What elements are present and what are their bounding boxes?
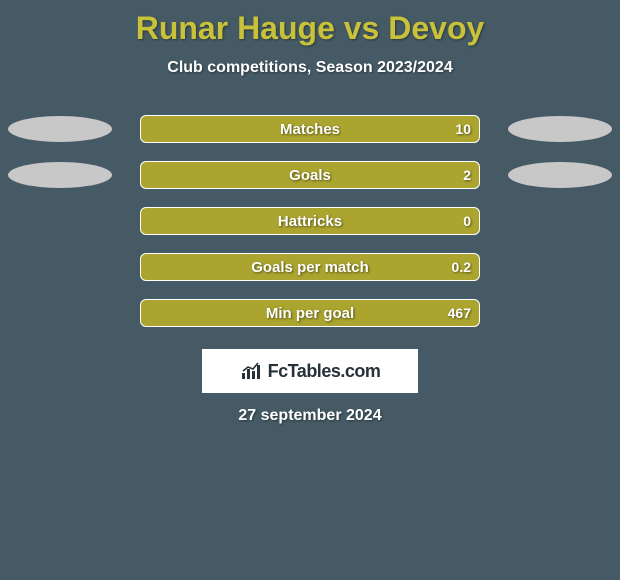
stat-right-value: 10 bbox=[455, 121, 471, 137]
stat-label: Min per goal bbox=[266, 305, 354, 322]
stat-bar: Min per goal 467 bbox=[140, 299, 480, 327]
stat-bar: Goals per match 0.2 bbox=[140, 253, 480, 281]
stat-right-value: 0.2 bbox=[452, 259, 471, 275]
subtitle: Club competitions, Season 2023/2024 bbox=[167, 59, 452, 77]
player-right-marker bbox=[508, 116, 612, 142]
stat-right-value: 2 bbox=[463, 167, 471, 183]
stat-bar-wrap: Min per goal 467 bbox=[140, 299, 480, 327]
player-left-marker bbox=[8, 162, 112, 188]
stats-list: Matches 10 Goals 2 Hattricks 0 Goals per match… bbox=[0, 115, 620, 327]
date-label: 27 september 2024 bbox=[238, 407, 381, 425]
stat-label: Matches bbox=[280, 121, 340, 138]
stat-bar-wrap: Goals 2 bbox=[140, 161, 480, 189]
stat-bar-wrap: Goals per match 0.2 bbox=[140, 253, 480, 281]
stat-right-value: 0 bbox=[463, 213, 471, 229]
brand-text: FcTables.com bbox=[268, 361, 381, 382]
comparison-card: Runar Hauge vs Devoy Club competitions, … bbox=[0, 0, 620, 425]
stat-row: Min per goal 467 bbox=[0, 299, 620, 327]
stat-bar-wrap: Hattricks 0 bbox=[140, 207, 480, 235]
stat-bar: Matches 10 bbox=[140, 115, 480, 143]
stat-right-value: 467 bbox=[448, 305, 471, 321]
brand-badge[interactable]: FcTables.com bbox=[202, 349, 418, 393]
stat-label: Hattricks bbox=[278, 213, 342, 230]
stat-bar-wrap: Matches 10 bbox=[140, 115, 480, 143]
chart-icon bbox=[240, 361, 264, 381]
stat-label: Goals bbox=[289, 167, 331, 184]
player-left-marker bbox=[8, 116, 112, 142]
stat-row: Matches 10 bbox=[0, 115, 620, 143]
stat-bar: Hattricks 0 bbox=[140, 207, 480, 235]
stat-bar: Goals 2 bbox=[140, 161, 480, 189]
stat-row: Hattricks 0 bbox=[0, 207, 620, 235]
player-right-marker bbox=[508, 162, 612, 188]
stat-row: Goals per match 0.2 bbox=[0, 253, 620, 281]
page-title: Runar Hauge vs Devoy bbox=[136, 10, 485, 47]
stat-row: Goals 2 bbox=[0, 161, 620, 189]
stat-label: Goals per match bbox=[251, 259, 369, 276]
